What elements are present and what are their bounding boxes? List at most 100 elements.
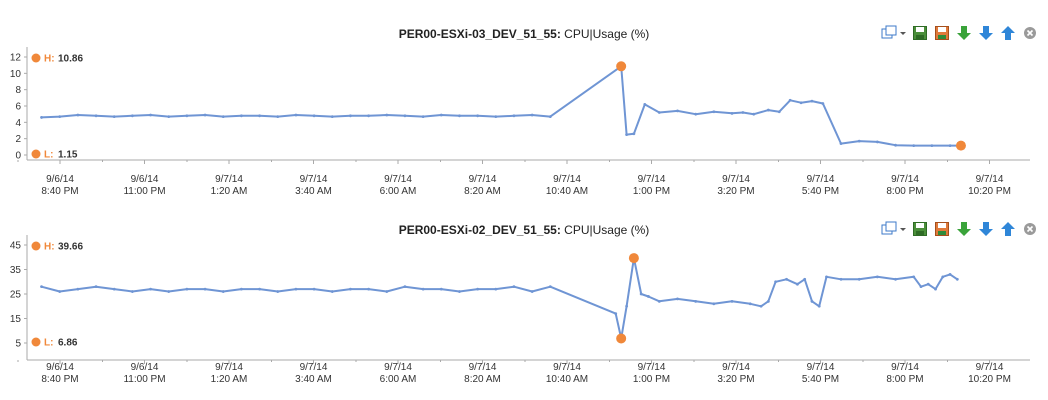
x-tick-time: 3:40 AM	[295, 186, 332, 197]
data-point	[694, 299, 698, 303]
data-point	[894, 277, 897, 281]
data-point	[825, 275, 828, 279]
x-tick-date: 9/7/14	[807, 174, 835, 185]
data-point	[752, 112, 756, 116]
data-point	[712, 302, 716, 306]
x-tick-date: 9/7/14	[469, 174, 497, 185]
y-tick-label: 45	[10, 241, 22, 252]
data-point	[240, 114, 243, 118]
x-tick-time: 8:40 PM	[41, 186, 78, 197]
data-point	[785, 277, 788, 281]
x-tick-date: 9/6/14	[46, 174, 74, 185]
data-point	[657, 299, 661, 303]
data-point	[712, 110, 716, 114]
data-point	[625, 304, 629, 308]
save-icon[interactable]	[912, 25, 928, 41]
data-point	[439, 287, 443, 291]
data-point	[76, 287, 80, 291]
chart-type-icon[interactable]	[880, 25, 906, 41]
y-tick-label: 12	[10, 53, 22, 64]
data-point	[94, 285, 98, 289]
download-blue-icon[interactable]	[978, 221, 994, 237]
upload-blue-icon[interactable]	[1000, 221, 1016, 237]
data-point	[803, 277, 807, 281]
chart-title-2: PER00-ESXi-02_DEV_51_55: CPU|Usage (%)	[398, 223, 650, 237]
data-point	[312, 287, 316, 291]
export-icon[interactable]	[934, 25, 950, 41]
data-point	[94, 114, 98, 118]
data-point	[796, 282, 799, 286]
data-point	[774, 280, 778, 284]
data-point	[657, 111, 661, 114]
high-legend-value: 39.66	[58, 242, 83, 253]
close-icon[interactable]	[1022, 221, 1038, 237]
x-tick-date: 9/7/14	[891, 362, 919, 373]
data-point	[458, 290, 461, 293]
y-tick-label: 0	[15, 151, 21, 162]
high-legend-dot	[31, 241, 41, 251]
x-tick-date: 9/7/14	[215, 362, 243, 373]
chart-type-icon[interactable]	[880, 221, 906, 237]
low-legend-dot	[31, 149, 41, 159]
data-point	[548, 285, 552, 289]
x-tick-time: 10:20 PM	[968, 374, 1011, 385]
metric-name: CPU|Usage (%)	[564, 223, 650, 237]
data-point	[458, 114, 461, 118]
x-tick-date: 9/7/14	[976, 174, 1004, 185]
download-green-icon[interactable]	[956, 221, 972, 237]
x-tick-date: 9/7/14	[976, 362, 1004, 373]
high-marker	[616, 61, 627, 72]
data-point	[385, 113, 389, 117]
save-icon[interactable]	[912, 221, 928, 237]
x-tick-time: 10:40 AM	[546, 374, 588, 385]
x-tick-time: 3:20 PM	[717, 186, 754, 197]
x-tick-date: 9/7/14	[638, 174, 666, 185]
data-point	[258, 114, 261, 118]
x-tick-time: 11:00 PM	[123, 374, 165, 385]
data-point	[912, 275, 916, 279]
data-point	[894, 143, 897, 147]
x-tick-time: 1:00 PM	[633, 186, 670, 197]
data-point	[185, 287, 189, 291]
data-point	[875, 275, 879, 279]
low-marker	[616, 333, 627, 344]
data-point	[817, 304, 821, 308]
x-tick-date: 9/7/14	[891, 174, 919, 185]
x-tick-time: 8:40 PM	[41, 374, 78, 385]
data-point	[748, 302, 752, 306]
data-point	[919, 285, 923, 289]
download-blue-icon[interactable]	[978, 25, 994, 41]
data-point	[439, 113, 443, 117]
high-marker	[628, 253, 639, 264]
x-tick-date: 9/7/14	[553, 174, 581, 185]
data-point	[912, 144, 916, 148]
data-point	[349, 287, 352, 291]
high-legend-dot	[31, 53, 41, 63]
data-point	[167, 115, 171, 119]
data-point	[203, 287, 207, 291]
data-point	[777, 110, 781, 114]
data-point	[203, 113, 207, 117]
x-tick-time: 3:40 AM	[295, 374, 332, 385]
x-tick-date: 9/7/14	[553, 362, 581, 373]
low-marker	[955, 140, 966, 151]
data-point	[926, 282, 930, 286]
export-icon[interactable]	[934, 221, 950, 237]
data-point	[185, 114, 189, 118]
upload-blue-icon[interactable]	[1000, 25, 1016, 41]
data-point	[276, 290, 280, 293]
x-tick-date: 9/7/14	[722, 362, 750, 373]
x-tick-date: 9/6/14	[46, 362, 74, 373]
x-tick-date: 9/7/14	[807, 362, 835, 373]
x-tick-time: 8:20 AM	[464, 186, 501, 197]
close-icon[interactable]	[1022, 25, 1038, 41]
data-point	[476, 287, 480, 291]
x-tick-time: 8:00 PM	[886, 186, 923, 197]
x-tick-time: 8:00 PM	[886, 374, 923, 385]
x-tick-date: 9/6/14	[131, 174, 159, 185]
data-point	[130, 114, 134, 118]
download-green-icon[interactable]	[956, 25, 972, 41]
high-legend-key: H:	[44, 54, 55, 65]
